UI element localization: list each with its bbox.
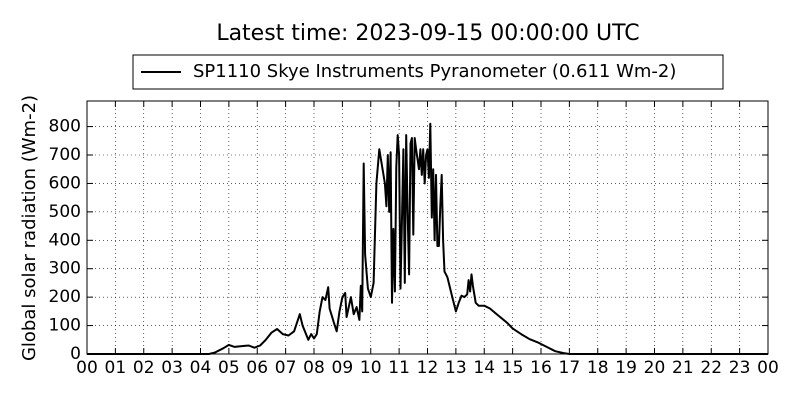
y-tick-label: 200 xyxy=(49,287,81,307)
y-axis-label: Global solar radiation (Wm-2) xyxy=(19,95,40,361)
x-tick-label: 10 xyxy=(360,358,382,378)
data-line xyxy=(87,122,768,355)
x-tick-label: 00 xyxy=(76,358,98,378)
x-tick-label: 14 xyxy=(473,358,495,378)
x-tick-label: 23 xyxy=(729,358,751,378)
y-tick-label: 800 xyxy=(49,117,81,137)
y-tick-label: 400 xyxy=(49,230,81,250)
y-tick-label: 100 xyxy=(49,316,81,336)
legend-label: SP1110 Skye Instruments Pyranometer (0.6… xyxy=(193,61,676,82)
y-tick-label: 500 xyxy=(49,202,81,222)
x-tick-label: 15 xyxy=(502,358,524,378)
x-tick-label: 09 xyxy=(332,358,354,378)
x-tick-label: 17 xyxy=(559,358,581,378)
x-tick-label: 04 xyxy=(190,358,212,378)
x-tick-label: 13 xyxy=(445,358,467,378)
plot-frame xyxy=(86,100,769,355)
x-tick-label: 05 xyxy=(218,358,240,378)
x-tick-label: 00 xyxy=(757,358,779,378)
x-tick-label: 11 xyxy=(388,358,410,378)
x-tick-label: 21 xyxy=(672,358,694,378)
y-tick-label: 0 xyxy=(70,344,81,364)
legend-box xyxy=(132,54,724,90)
x-tick-label: 19 xyxy=(615,358,637,378)
chart-title: Latest time: 2023-09-15 00:00:00 UTC xyxy=(216,21,639,46)
x-tick-label: 22 xyxy=(700,358,722,378)
x-tick-label: 16 xyxy=(530,358,552,378)
x-tick-label: 20 xyxy=(644,358,666,378)
x-tick-label: 03 xyxy=(161,358,183,378)
y-tick-label: 600 xyxy=(49,173,81,193)
x-tick-label: 12 xyxy=(417,358,439,378)
y-tick-label: 700 xyxy=(49,145,81,165)
x-tick-label: 07 xyxy=(275,358,297,378)
y-tick-label: 300 xyxy=(49,259,81,279)
x-tick-label: 06 xyxy=(246,358,268,378)
x-tick-label: 02 xyxy=(133,358,155,378)
x-tick-label: 01 xyxy=(105,358,127,378)
x-tick-label: 18 xyxy=(587,358,609,378)
x-tick-label: 08 xyxy=(303,358,325,378)
